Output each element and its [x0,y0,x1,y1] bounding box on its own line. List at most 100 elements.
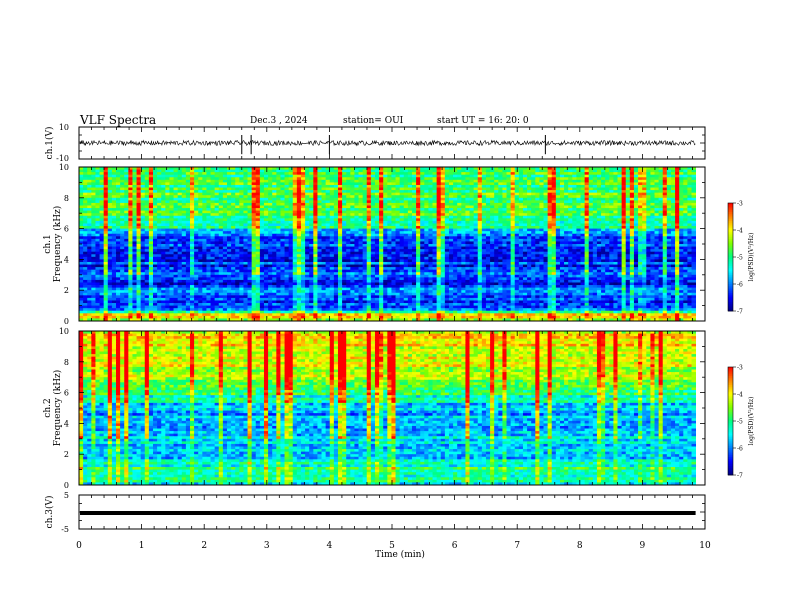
spectrogram-cell [469,190,475,194]
spectrogram-cell [522,184,528,188]
spectrogram-cell [189,200,195,204]
spectrogram-cell [313,244,318,247]
spectrogram-cell [111,195,117,199]
spectrogram-cell [670,187,676,191]
spectrogram-cell [148,241,154,245]
spectrogram-cell [683,197,688,201]
spectrogram-cell [140,244,146,247]
spectrogram-cell [498,218,503,222]
spectrogram-cell [535,238,540,242]
spectrogram-cell [140,210,146,214]
spectrogram-cell [494,210,499,214]
spectrogram-cell [218,215,224,219]
spectrogram-cell [420,220,425,224]
spectrogram-cell [551,246,557,250]
spectrogram-cell [222,226,228,229]
spectrogram-cell [642,244,647,247]
spectrogram-cell [551,226,557,229]
spectrogram-cell [527,172,532,176]
spectrogram-cell [448,210,454,214]
spectrogram-cell [111,174,117,178]
spectrogram-cell [481,231,487,235]
spectrogram-cell [329,213,335,217]
spectrogram-cell [247,179,253,183]
spectrogram-cell [432,182,438,186]
spectrogram-cell [280,244,285,247]
spectrogram-cell [572,220,577,224]
spectrogram-cell [448,236,454,240]
spectrogram-cell [103,174,109,178]
spectrogram-cell [629,167,635,170]
spectrogram-cell [551,177,557,181]
spectrogram-cell [185,172,191,176]
ch1-waveform-trace [79,135,696,155]
spectrogram-cell [498,184,503,188]
spectrogram-cell [613,200,618,204]
spectrogram-cell [666,231,672,235]
spectrogram-cell [305,238,310,242]
spectrogram-cell [165,205,170,209]
spectrogram-cell [354,218,359,222]
spectrogram-cell [321,233,327,237]
spectrogram-cell [144,179,150,183]
spectrogram-cell [292,213,298,217]
spectrogram-cell [411,187,417,191]
spectrogram-cell [337,187,343,191]
spectrogram-cell [317,223,322,227]
spectrogram-cell [370,241,376,245]
spectrogram-cell [617,208,623,212]
spectrogram-cell [259,218,265,222]
spectrogram-cell [259,205,265,209]
spectrogram-cell [494,231,499,235]
spectrogram-cell [469,195,475,199]
spectrogram-cell [535,228,540,232]
spectrogram-cell [374,182,380,186]
spectrogram-cell [140,228,146,232]
spectrogram-cell [592,241,598,245]
spectrogram-cell [617,213,623,217]
spectrogram-cell [210,246,216,250]
spectrogram-cell [551,184,557,188]
spectrogram-cell [95,231,100,235]
spectrogram-cell [263,213,269,217]
spectrogram-cell [300,215,306,219]
spectrogram-cell [116,195,121,199]
spectrogram-cell [625,218,631,222]
spectrogram-cell [276,233,281,237]
spectrogram-cell [518,179,524,183]
spectrogram-cell [670,200,676,204]
spectrogram-cell [588,177,594,181]
spectrogram-cell [140,231,146,235]
spectrogram-cell [288,192,294,196]
spectrogram-cell [403,213,409,217]
spectrogram-cell [292,202,298,206]
spectrogram-cell [580,190,586,194]
spectrogram-cell [342,218,347,222]
spectrogram-cell [683,244,688,247]
spectrogram-cell [124,231,129,235]
spectrogram-cell [350,208,355,212]
spectrogram-cell [99,182,105,186]
spectrogram-cell [453,177,458,181]
spectrogram-cell [185,190,191,194]
spectrogram-cell [498,208,503,212]
spectrogram-cell [576,244,581,247]
spectrogram-cell [251,246,257,250]
spectrogram-cell [416,246,421,250]
spectrogram-cell [263,179,269,183]
spectrogram-cell [300,192,306,196]
spectrogram-cell [527,246,532,250]
spectrogram-cell [157,179,162,183]
spectrogram-cell [679,172,684,176]
spectrogram-cell [243,184,248,188]
spectrogram-cell [107,192,113,196]
spectrogram-cell [91,174,96,178]
spectrogram-cell [601,241,606,245]
spectrogram-cell [555,238,561,242]
spectrogram-cell [633,233,639,237]
spectrogram-cell [305,202,310,206]
spectrogram-cell [206,210,211,214]
spectrogram-cell [231,190,236,194]
spectrogram-cell [95,223,100,227]
spectrogram-cell [243,246,248,250]
